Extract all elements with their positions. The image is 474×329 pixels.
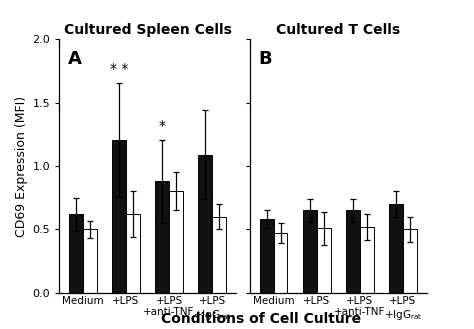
Title: Cultured Spleen Cells: Cultured Spleen Cells: [64, 23, 231, 37]
Bar: [126, 214, 140, 293]
Title: Cultured T Cells: Cultured T Cells: [276, 23, 401, 37]
Text: A: A: [68, 50, 82, 68]
Bar: [199, 155, 212, 293]
Bar: [169, 191, 183, 293]
Bar: [273, 233, 287, 293]
Bar: [303, 211, 317, 293]
Text: B: B: [259, 50, 273, 68]
Bar: [155, 181, 169, 293]
Bar: [317, 228, 330, 293]
Bar: [389, 204, 403, 293]
Bar: [83, 230, 97, 293]
Text: *: *: [159, 119, 166, 133]
Bar: [403, 230, 417, 293]
Bar: [346, 211, 360, 293]
Bar: [260, 219, 273, 293]
Text: Conditions of Cell Culture: Conditions of Cell Culture: [161, 312, 361, 326]
Bar: [112, 139, 126, 293]
Y-axis label: CD69 Expression (MFI): CD69 Expression (MFI): [15, 96, 28, 237]
Bar: [69, 214, 83, 293]
Bar: [212, 217, 226, 293]
Bar: [360, 227, 374, 293]
Text: * *: * *: [110, 62, 128, 76]
